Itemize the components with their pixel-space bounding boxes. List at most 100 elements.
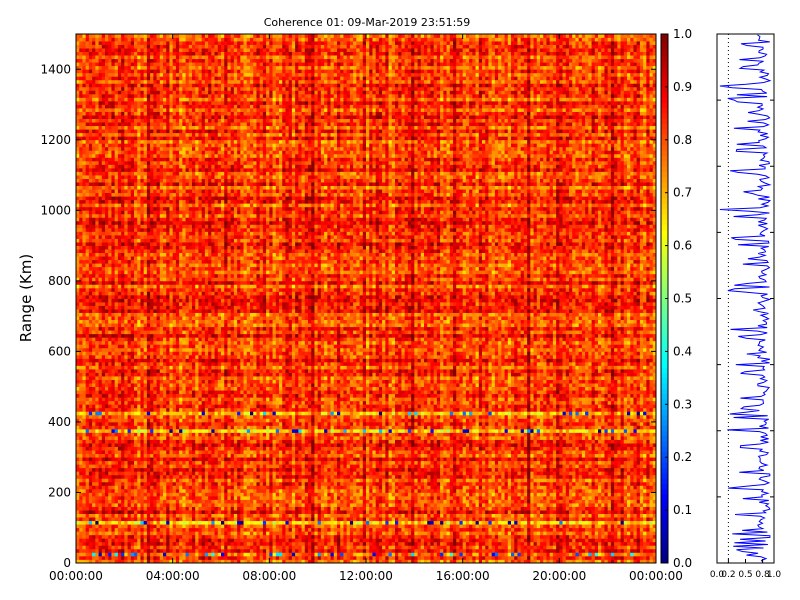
heatmap-cell	[224, 506, 228, 511]
heatmap-cell	[111, 510, 116, 514]
heatmap-cell	[146, 552, 151, 557]
heatmap-cell	[485, 474, 489, 479]
heatmap-cell	[610, 488, 615, 493]
heatmap-cell	[652, 506, 657, 511]
heatmap-cell	[469, 471, 473, 476]
heatmap-cell	[575, 538, 580, 543]
heatmap-cell	[475, 534, 480, 539]
heatmap-cell	[330, 474, 335, 479]
heatmap-cell	[465, 548, 470, 553]
heatmap-cell	[285, 488, 290, 493]
heatmap-cell	[362, 481, 367, 486]
heatmap-cell	[308, 538, 312, 543]
heatmap-cell	[327, 541, 331, 546]
heatmap-cell	[111, 513, 116, 518]
heatmap-cell	[433, 524, 438, 529]
heatmap-cell	[633, 481, 638, 486]
heatmap-cell	[353, 524, 357, 529]
heatmap-cell	[433, 548, 438, 553]
heatmap-cell	[485, 517, 489, 522]
heatmap-cell	[494, 534, 499, 539]
heatmap-cell	[527, 548, 531, 553]
heatmap-cell	[146, 488, 151, 493]
heatmap-cell	[201, 474, 206, 479]
heatmap-cell	[578, 548, 583, 553]
heatmap-cell	[259, 513, 264, 518]
heatmap-cell	[237, 538, 241, 543]
heatmap-cell	[453, 517, 457, 522]
heatmap-cell	[88, 464, 93, 469]
heatmap-cell	[433, 467, 438, 472]
heatmap-cell	[105, 467, 109, 472]
heatmap-cell	[395, 471, 399, 476]
heatmap-cell	[401, 541, 406, 546]
heatmap-cell	[224, 555, 228, 560]
heatmap-cell	[533, 520, 538, 525]
heatmap-cell	[478, 559, 483, 564]
heatmap-cell	[224, 524, 228, 529]
heatmap-cell	[440, 474, 444, 479]
heatmap-cell	[221, 506, 225, 511]
heatmap-cell	[494, 527, 499, 532]
heatmap-cell	[359, 495, 364, 500]
heatmap-cell	[494, 464, 499, 469]
heatmap-cell	[501, 488, 505, 493]
heatmap-cell	[217, 474, 222, 479]
heatmap-cell	[88, 513, 93, 518]
heatmap-cell	[395, 524, 399, 529]
heatmap-cell	[569, 478, 573, 483]
heatmap-cell	[643, 485, 647, 490]
heatmap-cell	[259, 467, 264, 472]
heatmap-cell	[327, 548, 331, 553]
heatmap-cell	[208, 520, 212, 525]
heatmap-cell	[591, 548, 596, 553]
heatmap-cell	[459, 503, 464, 507]
heatmap-cell	[308, 471, 312, 476]
heatmap-cell	[604, 499, 609, 504]
heatmap-cell	[627, 506, 631, 511]
heatmap-cell	[101, 538, 106, 543]
heatmap-cell	[211, 503, 215, 507]
heatmap-cell	[256, 552, 261, 557]
heatmap-cell	[288, 510, 293, 514]
heatmap-cell	[333, 548, 338, 553]
heatmap-cell	[501, 467, 505, 472]
heatmap-cell	[498, 492, 502, 497]
heatmap-cell	[192, 524, 196, 529]
heatmap-cell	[146, 495, 151, 500]
heatmap-cell	[601, 474, 605, 479]
heatmap-cell	[465, 499, 470, 504]
heatmap-cell	[227, 517, 232, 522]
heatmap-cell	[324, 471, 328, 476]
heatmap-cell	[639, 488, 644, 493]
heatmap-cell	[504, 524, 509, 529]
heatmap-cell	[588, 541, 592, 546]
heatmap-cell	[424, 534, 428, 539]
heatmap-cell	[359, 510, 364, 514]
heatmap-cell	[630, 503, 634, 507]
heatmap-cell	[114, 506, 119, 511]
heatmap-cell	[627, 478, 631, 483]
heatmap-cell	[301, 510, 306, 514]
heatmap-cell	[266, 503, 270, 507]
heatmap-cell	[395, 503, 399, 507]
heatmap-cell	[575, 510, 580, 514]
heatmap-cell	[291, 485, 296, 490]
heatmap-cell	[414, 531, 418, 536]
heatmap-cell	[324, 531, 328, 536]
heatmap-cell	[601, 552, 605, 557]
heatmap-cell	[262, 548, 267, 553]
heatmap-cell	[559, 506, 563, 511]
heatmap-cell	[575, 485, 580, 490]
heatmap-cell	[433, 531, 438, 536]
heatmap-cell	[304, 545, 309, 550]
heatmap-cell	[407, 499, 412, 504]
heatmap-cell	[211, 555, 215, 560]
heatmap-cell	[472, 527, 476, 532]
heatmap-cell	[530, 467, 534, 472]
heatmap-cell	[166, 548, 170, 553]
heatmap-cell	[407, 524, 412, 529]
heatmap-cell	[198, 492, 203, 497]
heatmap-cell	[546, 538, 551, 543]
heatmap-cell	[172, 513, 177, 518]
